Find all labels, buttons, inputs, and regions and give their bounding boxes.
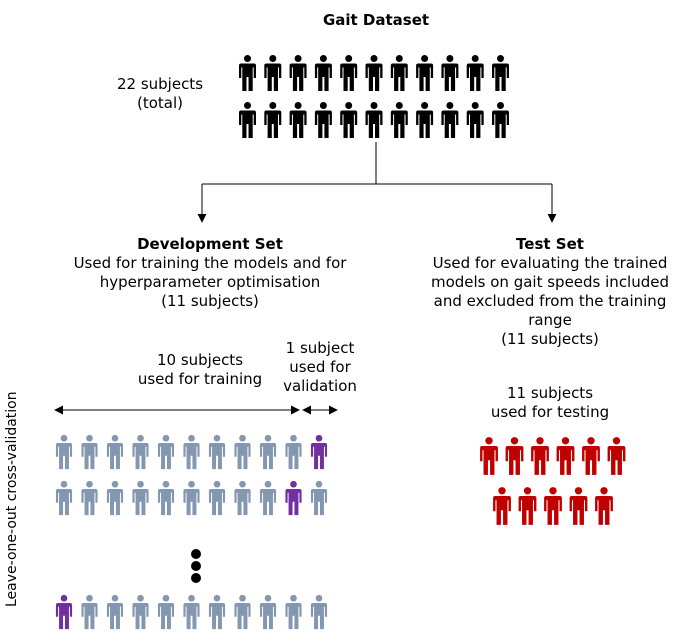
training-person bbox=[106, 594, 124, 630]
dataset-person bbox=[492, 102, 509, 138]
dataset-person bbox=[441, 55, 459, 91]
test-person bbox=[518, 487, 537, 525]
training-person bbox=[234, 480, 251, 516]
test-person bbox=[556, 437, 575, 475]
dataset-person bbox=[466, 55, 484, 91]
development-set-count: (11 subjects) bbox=[161, 292, 259, 310]
training-sublabel: used for training bbox=[137, 370, 263, 388]
dataset-person bbox=[340, 102, 358, 138]
training-person bbox=[234, 434, 251, 470]
dataset-person bbox=[264, 102, 282, 138]
dataset-person bbox=[365, 55, 383, 91]
training-person bbox=[183, 434, 200, 470]
testing-sublabel: used for testing bbox=[490, 403, 610, 421]
training-person bbox=[259, 434, 277, 470]
training-person bbox=[106, 434, 124, 470]
test-set-desc-1: Used for evaluating the trained bbox=[432, 254, 668, 272]
validation-sublabel: used for bbox=[289, 358, 351, 376]
training-person bbox=[157, 434, 175, 470]
training-person bbox=[259, 594, 277, 630]
dataset-person bbox=[441, 102, 459, 138]
training-person bbox=[208, 480, 226, 516]
training-person bbox=[106, 480, 124, 516]
training-person bbox=[208, 594, 226, 630]
development-set-title: Development Set bbox=[137, 235, 283, 253]
more-folds-ellipsis bbox=[191, 549, 201, 583]
test-set-count: (11 subjects) bbox=[501, 330, 599, 348]
training-person bbox=[132, 594, 149, 630]
test-person bbox=[531, 437, 549, 475]
validation-person bbox=[285, 480, 302, 516]
development-set-desc-2: hyperparameter optimisation bbox=[99, 273, 321, 291]
training-person bbox=[81, 594, 98, 630]
training-person bbox=[259, 480, 277, 516]
test-person bbox=[582, 437, 600, 475]
dataset-person bbox=[390, 55, 408, 91]
training-person bbox=[132, 480, 149, 516]
dataset-person bbox=[314, 55, 332, 91]
training-person bbox=[310, 480, 328, 516]
training-person bbox=[157, 594, 175, 630]
split-connector bbox=[197, 142, 557, 223]
total-subjects-sublabel: (total) bbox=[136, 94, 183, 112]
dataset-person bbox=[416, 102, 434, 138]
test-set-desc-3: and excluded from the training bbox=[433, 292, 667, 310]
test-person bbox=[493, 487, 511, 525]
dataset-person bbox=[289, 55, 307, 91]
training-person bbox=[310, 594, 328, 630]
training-person bbox=[285, 434, 302, 470]
test-person bbox=[595, 487, 613, 525]
dataset-person bbox=[390, 102, 408, 138]
dataset-person bbox=[289, 102, 307, 138]
dataset-person bbox=[492, 55, 509, 91]
testing-label: 11 subjects bbox=[506, 384, 594, 402]
training-person bbox=[208, 434, 226, 470]
training-person bbox=[183, 480, 200, 516]
training-label: 10 subjects bbox=[156, 351, 244, 369]
training-person bbox=[183, 594, 200, 630]
test-set-desc-4: range bbox=[528, 311, 572, 329]
test-person bbox=[544, 487, 562, 525]
test-person bbox=[569, 487, 588, 525]
development-set-desc-1: Used for training the models and for bbox=[73, 254, 347, 272]
dataset-person bbox=[264, 55, 282, 91]
dataset-person bbox=[314, 102, 332, 138]
training-person bbox=[132, 434, 149, 470]
training-person bbox=[55, 480, 73, 516]
test-set-desc-2: models on gait speeds included bbox=[430, 273, 670, 291]
dataset-person bbox=[466, 102, 484, 138]
validation-person bbox=[55, 594, 73, 630]
training-person bbox=[285, 594, 302, 630]
dataset-person bbox=[340, 55, 358, 91]
training-person bbox=[55, 434, 73, 470]
training-person bbox=[81, 434, 98, 470]
training-person bbox=[81, 480, 98, 516]
dataset-person bbox=[365, 102, 383, 138]
validation-sublabel-2: validation bbox=[283, 377, 357, 395]
dataset-title: Gait Dataset bbox=[322, 11, 430, 29]
validation-person bbox=[310, 434, 328, 470]
test-person bbox=[607, 437, 626, 475]
test-person bbox=[480, 437, 498, 475]
dataset-person bbox=[239, 102, 256, 138]
dataset-person bbox=[416, 55, 434, 91]
training-person bbox=[157, 480, 175, 516]
cross-validation-label: Leave-one-out cross-validation bbox=[4, 391, 20, 607]
training-person bbox=[234, 594, 251, 630]
dataset-person bbox=[239, 55, 256, 91]
test-person bbox=[505, 437, 524, 475]
total-subjects-label: 22 subjects bbox=[116, 75, 204, 93]
test-set-title: Test Set bbox=[516, 235, 584, 253]
validation-label: 1 subject bbox=[285, 339, 355, 357]
